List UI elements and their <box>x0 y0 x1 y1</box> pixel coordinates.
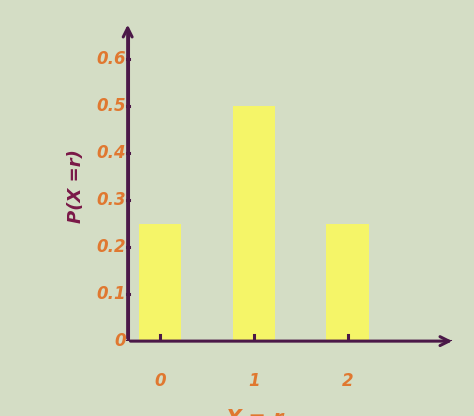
Text: P(X =r): P(X =r) <box>67 149 85 223</box>
Text: 2: 2 <box>342 371 353 390</box>
Text: 0: 0 <box>114 332 126 350</box>
Text: 0.3: 0.3 <box>96 191 126 209</box>
Bar <box>327 224 369 341</box>
Text: 0.5: 0.5 <box>96 97 126 115</box>
Text: 0.2: 0.2 <box>96 238 126 256</box>
Text: 0.6: 0.6 <box>96 50 126 68</box>
Text: 1: 1 <box>248 371 260 390</box>
Text: X = r: X = r <box>225 409 283 416</box>
Bar <box>139 224 182 341</box>
Text: 0.1: 0.1 <box>96 285 126 303</box>
Text: 0.4: 0.4 <box>96 144 126 162</box>
Bar <box>233 106 275 341</box>
Text: 0: 0 <box>155 371 166 390</box>
